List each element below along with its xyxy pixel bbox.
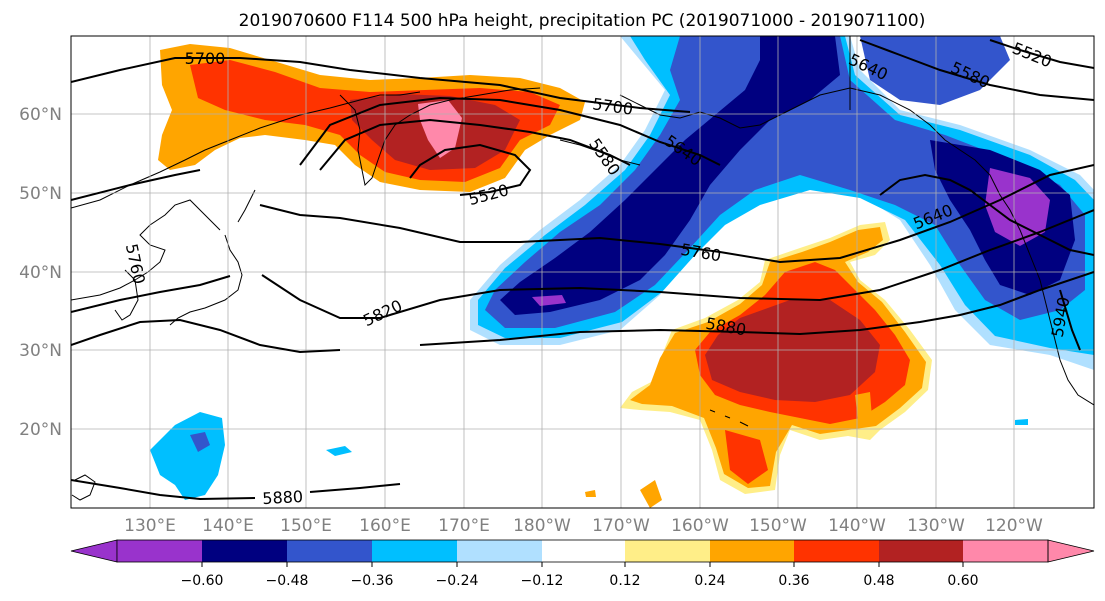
shade-pos-0.24-small-a [640,480,662,508]
colorbar-segment [117,540,202,562]
plot-frame [70,35,1095,509]
colorbar: −0.60 −0.48 −0.36 −0.24 −0.12 0.12 0.24 … [70,539,1095,589]
shade-neg-0.24-subtropic [150,412,225,500]
colorbar-label: −0.24 [436,573,479,589]
contour-5940-east [1059,289,1081,351]
colorbar-label: 0.60 [947,573,978,589]
colorbar-segment [794,540,879,562]
contour-label: 5700 [185,49,226,68]
height-contours [71,39,1094,501]
coast-hawaii [709,409,749,427]
shade-pos-0.24-small-b [585,490,596,497]
colorbar-label: 0.24 [694,573,725,589]
contour-5640-wave [299,96,721,166]
colorbar-segment [542,540,625,562]
colorbar-segment [372,540,457,562]
colorbar-extend-min [70,539,118,563]
colorbar-segment [202,540,287,562]
contour-5520-east [989,39,1094,69]
colorbar-labels: −0.60 −0.48 −0.36 −0.24 −0.12 0.12 0.24 … [181,573,979,589]
shade-neg-0.36-subtropic [190,432,210,452]
contour-5760 [71,164,1094,264]
grid-lines [71,36,1094,508]
lon-tick-label: 150°W [749,516,807,536]
lat-tick-label: 20°N [19,420,62,440]
lon-tick-labels: 130°E 140°E 150°E 160°E 170°E 180°W 170°… [124,516,1043,536]
coastlines [71,36,1094,501]
coast-alaska [619,87,1094,406]
coast-japan [169,189,256,326]
map-title: 2019070600 F114 500 hPa height, precipit… [239,11,926,31]
colorbar-segment [457,540,542,562]
contour-5880-south [71,479,401,501]
colorbar-label: −0.36 [351,573,394,589]
coast-kamchatka [339,87,541,187]
lon-tick-label: 170°W [592,516,650,536]
lat-tick-label: 30°N [19,341,62,361]
shade-pos-0.36-hawaii-tail [725,430,768,484]
lat-tick-labels: 60°N 50°N 40°N 30°N 20°N [19,105,62,440]
precip-negative-shading [150,36,1094,500]
shade-neg-0.60-small [532,295,566,306]
plot-area: 5700 5700 5580 5640 5520 5760 5820 5880 … [71,36,1094,508]
colorbar-extend-max [1047,539,1095,563]
colorbar-segment [625,540,710,562]
contour-5700-north [71,57,691,113]
colorbar-label: −0.60 [181,573,224,589]
contour-label: 5880 [262,487,304,508]
lon-tick-label: 130°W [907,516,965,536]
contour-5580-low [319,118,631,171]
colorbar-segment [879,540,963,562]
coast-philippines [71,474,96,501]
colorbar-frame [116,539,1049,563]
shade-pos-0.48-hawaii [705,300,880,402]
contour-5640-east [879,173,1094,256]
lon-tick-label: 130°E [124,516,176,536]
shade-pos-0.60-asia [418,100,462,158]
colorbar-segment [963,540,1048,562]
colorbar-label: 0.36 [778,573,809,589]
colorbar-label: 0.12 [609,573,640,589]
lat-tick-label: 50°N [19,184,62,204]
lon-tick-label: 160°W [671,516,729,536]
colorbar-label: 0.48 [863,573,894,589]
contour-5820 [71,209,1094,319]
colorbar-segment [710,540,794,562]
shade-neg-0.24-tiny-b [1015,419,1028,425]
lon-tick-label: 160°E [359,516,411,536]
lon-tick-label: 150°E [280,516,332,536]
lon-tick-label: 140°W [828,516,886,536]
lat-tick-label: 40°N [19,263,62,283]
lat-tick-label: 60°N [19,105,62,125]
lon-tick-label: 140°E [202,516,254,536]
coast-asia-mainland [71,91,421,301]
lon-tick-label: 170°E [438,516,490,536]
lon-tick-label: 180°W [513,516,571,536]
colorbar-ticks [201,562,964,567]
contour-5880-mid [71,271,1094,354]
lon-tick-label: 120°W [985,516,1043,536]
shade-neg-0.48-eastpacific [500,36,840,315]
colorbar-segment [287,540,372,562]
colorbar-label: −0.48 [266,573,309,589]
contour-5580-east [859,39,1094,101]
shade-neg-0.60-westcoast [985,168,1050,246]
colorbar-label: −0.12 [521,573,564,589]
coast-korea [114,269,139,321]
contour-5520-low [409,143,532,196]
shade-neg-0.24-tiny-a [326,446,352,456]
shade-pos-0.24-small-c [855,392,872,420]
